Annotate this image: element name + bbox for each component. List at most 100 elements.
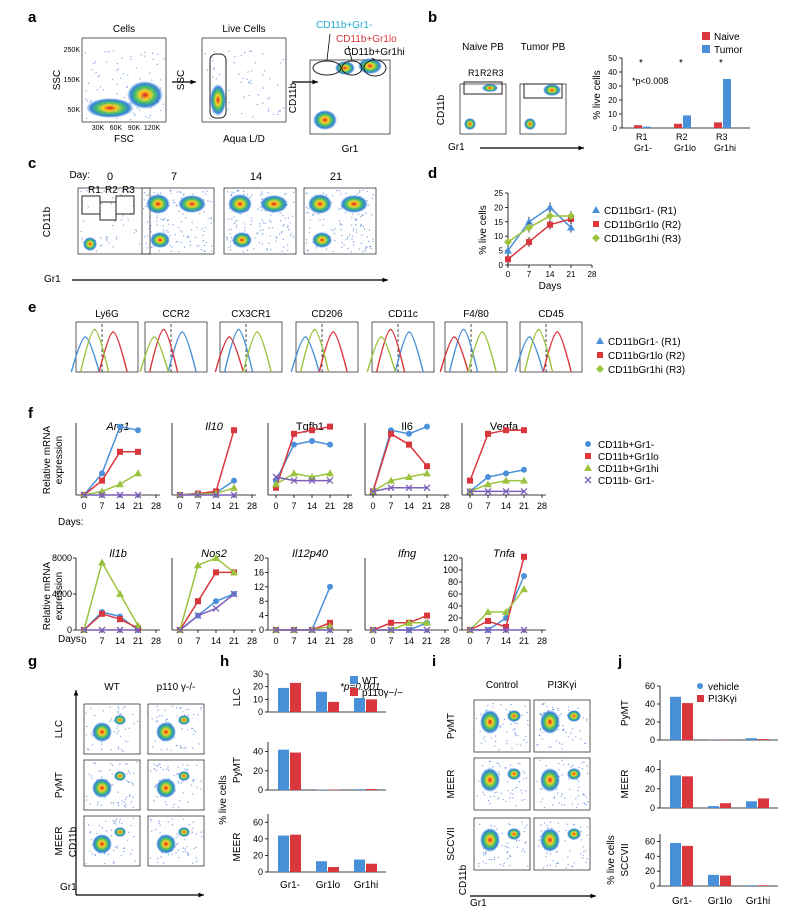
day-dot xyxy=(181,231,182,232)
i-dot xyxy=(586,804,587,805)
f-ytick-label: 60 xyxy=(448,589,458,599)
ssc-tick: 50K xyxy=(68,107,81,114)
g-flow-plot xyxy=(84,704,140,754)
f-point xyxy=(231,427,237,433)
g-dot xyxy=(157,858,158,859)
day-dot xyxy=(233,192,234,193)
i-dot xyxy=(505,801,506,802)
cells-dot xyxy=(127,74,128,75)
gr1-axis-label: Gr1 xyxy=(342,144,359,155)
g-dot xyxy=(88,824,89,825)
i-dot xyxy=(561,795,562,796)
i-dot xyxy=(586,765,587,766)
g-dot xyxy=(174,804,175,805)
i-dot xyxy=(517,723,518,724)
g-dot xyxy=(201,836,202,837)
i-dot xyxy=(574,824,575,825)
j-row-label: PyMT xyxy=(620,700,631,726)
g-dot xyxy=(115,820,116,821)
day-dot xyxy=(112,225,113,226)
i-dot xyxy=(498,857,499,858)
day-dot xyxy=(339,220,340,221)
h-row-label: PyMT xyxy=(232,757,243,783)
b-legend-naive: Naive xyxy=(714,32,740,43)
f-xtick-label: 14 xyxy=(115,501,125,511)
j-ytick-label: 0 xyxy=(650,735,655,745)
g-dot xyxy=(124,805,125,806)
i-dot xyxy=(540,824,541,825)
day-dot xyxy=(247,250,248,251)
g-dot xyxy=(121,714,122,715)
f-point xyxy=(388,620,394,626)
day-dot xyxy=(355,224,356,225)
day-dot xyxy=(202,235,203,236)
d-series-line xyxy=(508,207,571,250)
g-dot xyxy=(153,800,154,801)
day-dot xyxy=(290,235,291,236)
cells-blob-2 xyxy=(127,81,163,109)
day-dot xyxy=(172,202,173,203)
j-bar xyxy=(746,738,757,740)
i-dot xyxy=(550,864,551,865)
day-dot xyxy=(313,213,314,214)
day-dot xyxy=(340,193,341,194)
g-dot xyxy=(198,743,199,744)
day-dot xyxy=(353,228,354,229)
i-dot xyxy=(582,768,583,769)
day-dot xyxy=(257,209,258,210)
g-dot xyxy=(173,807,174,808)
f-xtick-label: 14 xyxy=(501,501,511,511)
live-dot xyxy=(227,109,228,110)
cells-dot xyxy=(97,89,98,90)
day-dot xyxy=(345,193,346,194)
g-dot xyxy=(195,847,196,848)
f-legend-item: CD11b- Gr1- xyxy=(598,476,655,487)
day-dot xyxy=(339,190,340,191)
cells-dot xyxy=(112,79,113,80)
j-bar xyxy=(758,739,769,740)
g-dot xyxy=(155,765,156,766)
day-dot xyxy=(180,242,181,243)
g-dot xyxy=(195,857,196,858)
g-dot xyxy=(150,818,151,819)
day-dot xyxy=(349,234,350,235)
i-dot xyxy=(515,788,516,789)
cells-dot xyxy=(130,103,131,104)
i-dot xyxy=(478,865,479,866)
day-dot xyxy=(259,242,260,243)
f-series-line xyxy=(84,563,138,631)
g-dot xyxy=(192,781,193,782)
g-dot xyxy=(166,719,167,720)
day-dot xyxy=(332,195,333,196)
day-dot xyxy=(170,235,171,236)
g-dot xyxy=(177,715,178,716)
cells-dot xyxy=(150,107,151,108)
f-xtick-label: 0 xyxy=(467,636,472,646)
c-blob-1 xyxy=(146,194,170,214)
g-dot xyxy=(89,804,90,805)
g-dot xyxy=(91,853,92,854)
i-dot xyxy=(510,793,511,794)
g-dot xyxy=(115,823,116,824)
day-dot xyxy=(174,234,175,235)
day-dot xyxy=(312,215,313,216)
g-dot xyxy=(127,781,128,782)
cells-dot xyxy=(104,51,105,52)
day-dot xyxy=(234,223,235,224)
f-xtick-label: 21 xyxy=(325,636,335,646)
day-dot xyxy=(176,205,177,206)
day-dot xyxy=(114,221,115,222)
day-dot xyxy=(356,229,357,230)
g-dot xyxy=(109,769,110,770)
cells-dot xyxy=(122,57,123,58)
cells-dot xyxy=(159,89,160,90)
h-ytick-label: 30 xyxy=(253,669,263,679)
f-xtick-label: 14 xyxy=(211,501,221,511)
day-dot xyxy=(368,205,369,206)
c-blob-1 xyxy=(228,194,252,214)
g-dot xyxy=(192,793,193,794)
ssc-tick: 150K xyxy=(64,77,81,84)
day-dot xyxy=(269,220,270,221)
day-dot xyxy=(159,250,160,251)
i-dot xyxy=(536,744,537,745)
